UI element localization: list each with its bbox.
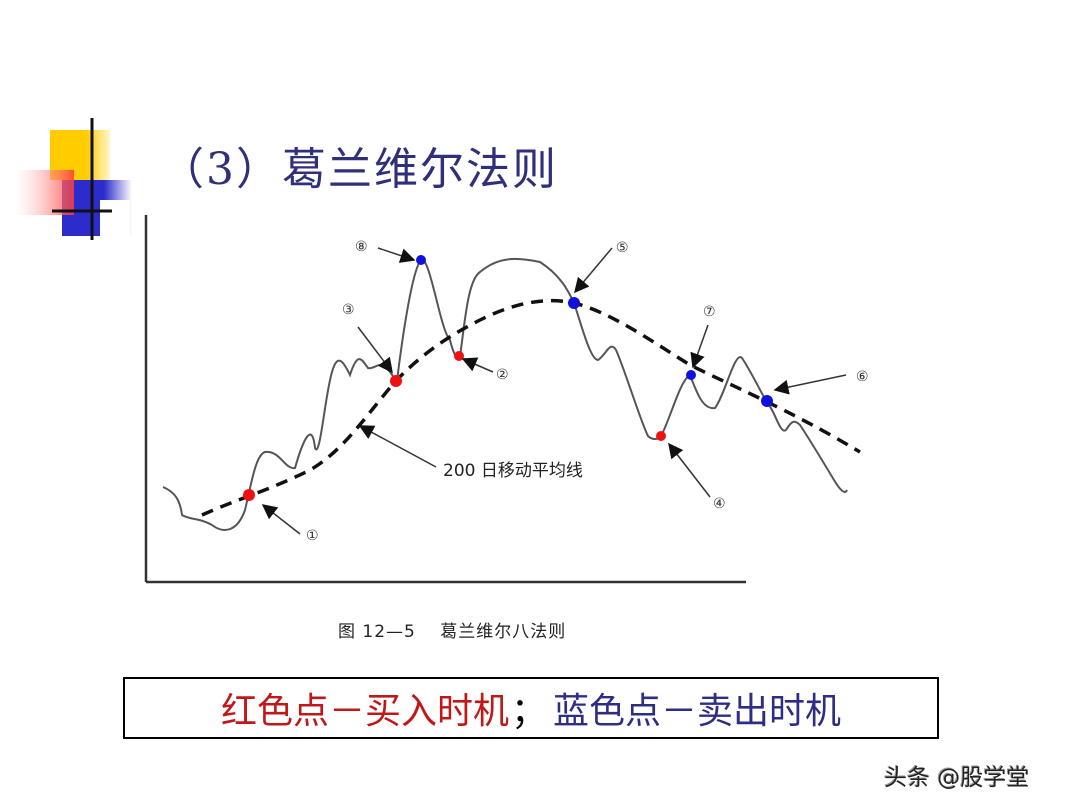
point-2-buy bbox=[454, 351, 464, 361]
point-5-sell bbox=[568, 297, 580, 309]
moving-average-line bbox=[201, 298, 861, 517]
label-2: ② bbox=[496, 367, 509, 383]
page-title: （3）葛兰维尔法则 bbox=[160, 144, 558, 195]
point-8-sell bbox=[416, 255, 426, 265]
label-8: ⑧ bbox=[355, 239, 368, 255]
point-7-sell bbox=[686, 370, 696, 380]
label-4: ④ bbox=[713, 496, 726, 512]
buy-legend: 红色点－买入时机 bbox=[220, 691, 509, 732]
ma-annotation: 200 日移动平均线 bbox=[443, 461, 583, 481]
point-4-buy bbox=[656, 431, 666, 441]
point-3-buy bbox=[390, 375, 402, 387]
label-6: ⑥ bbox=[856, 369, 869, 385]
label-7: ⑦ bbox=[703, 304, 716, 320]
watermark: 头条 @股学堂 bbox=[884, 765, 1030, 791]
label-1: ① bbox=[306, 528, 319, 544]
legend-separator: ； bbox=[510, 691, 547, 732]
sell-legend: 蓝色点－卖出时机 bbox=[553, 691, 842, 732]
figure-caption: 图 12—5 葛兰维尔八法则 bbox=[338, 622, 567, 642]
label-3: ③ bbox=[342, 302, 355, 318]
label-5: ⑤ bbox=[616, 240, 629, 256]
legend-box: 红色点－买入时机 ； 蓝色点－卖出时机 bbox=[123, 677, 939, 739]
decorative-squares-icon bbox=[14, 118, 132, 240]
point-6-sell bbox=[761, 395, 773, 407]
point-1-buy bbox=[243, 489, 255, 501]
